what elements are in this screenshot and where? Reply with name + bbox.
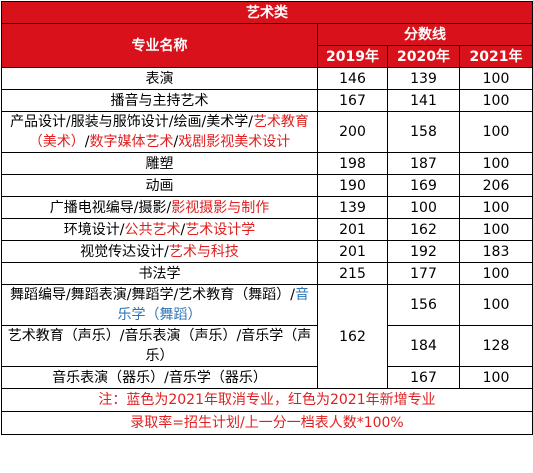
score: 100	[387, 196, 460, 219]
major-name: 广播电视编导/摄影/影视摄影与制作	[1, 196, 318, 219]
major-segment: /	[84, 134, 90, 150]
score: 100	[459, 218, 533, 241]
major-segment: 环境设计/	[63, 221, 125, 238]
score: 100	[459, 111, 533, 153]
major-segment: 艺术设计学	[185, 221, 256, 238]
row: 广播电视编导/摄影/影视摄影与制作 139 100 100	[1, 196, 533, 219]
major-name: 视觉传达设计/艺术与科技	[1, 240, 318, 263]
header-year: 2019年	[317, 45, 388, 68]
score: 158	[387, 111, 460, 153]
row: 环境设计/公共艺术/艺术设计学 201 162 100	[1, 218, 533, 241]
major-segment: 艺术教育（美术）	[28, 114, 309, 150]
major-segment: 戏剧影视美术设计	[178, 134, 291, 150]
row: 产品设计/服装与服饰设计/绘画/美术学/艺术教育（美术）/数字媒体艺术/戏剧影视…	[1, 111, 533, 153]
score-table: 艺术类 专业名称 分数线 2019年 2020年 2021年 表演 146 139 100…	[1, 1, 533, 435]
major-name: 环境设计/公共艺术/艺术设计学	[1, 218, 318, 241]
note: 录取率=招生计划/上一分一档表人数*100%	[1, 411, 533, 435]
major-name: 动画	[1, 174, 318, 197]
score: 215	[317, 262, 388, 285]
row: 表演 146 139 100	[1, 67, 533, 90]
score: 141	[387, 89, 460, 112]
score: 162	[317, 284, 388, 389]
row: 雕塑 198 187 100	[1, 152, 533, 175]
major-segment: 影视摄影与制作	[171, 199, 270, 216]
major-name: 舞蹈编导/舞蹈表演/舞蹈学/艺术教育（舞蹈）/音乐学（舞蹈）	[1, 284, 318, 326]
score: 167	[387, 366, 460, 389]
row: 视觉传达设计/艺术与科技 201 192 183	[1, 240, 533, 263]
score: 190	[317, 174, 388, 197]
score: 187	[387, 152, 460, 175]
score: 162	[387, 218, 460, 241]
score: 192	[387, 240, 460, 263]
score: 201	[317, 218, 388, 241]
note-row: 注：蓝色为2021年取消专业，红色为2021年新增专业	[1, 388, 533, 412]
score: 198	[317, 152, 388, 175]
score: 177	[387, 262, 460, 285]
score: 206	[459, 174, 533, 197]
major-segment: 动画	[145, 177, 174, 194]
major-segment: 舞蹈编导/舞蹈表演/舞蹈学/艺术教育（舞蹈）/	[10, 287, 295, 303]
major-segment: 雕塑	[145, 155, 174, 172]
major-name: 雕塑	[1, 152, 318, 175]
score: 100	[459, 67, 533, 90]
row: 音乐表演（器乐）/音乐学（器乐） 167 100	[1, 366, 533, 389]
score: 100	[459, 284, 533, 326]
note: 注：蓝色为2021年取消专业，红色为2021年新增专业	[1, 388, 533, 412]
score: 139	[317, 196, 388, 219]
score: 100	[459, 196, 533, 219]
score: 139	[387, 67, 460, 90]
score: 201	[317, 240, 388, 263]
major-segment: 广播电视编导/摄影/	[49, 199, 172, 216]
row: 书法学 215 177 100	[1, 262, 533, 285]
header-year: 2020年	[387, 45, 460, 68]
major-name: 产品设计/服装与服饰设计/绘画/美术学/艺术教育（美术）/数字媒体艺术/戏剧影视…	[1, 111, 318, 153]
header-score: 分数线	[317, 23, 533, 46]
score: 100	[459, 262, 533, 285]
note-row: 录取率=招生计划/上一分一档表人数*100%	[1, 411, 533, 435]
score: 167	[317, 89, 388, 112]
major-segment: 音乐学（舞蹈）	[117, 287, 309, 323]
score: 146	[317, 67, 388, 90]
header-name: 专业名称	[1, 23, 318, 68]
score: 184	[387, 325, 460, 367]
score: 100	[459, 89, 533, 112]
row: 动画 190 169 206	[1, 174, 533, 197]
major-segment: 播音与主持艺术	[110, 92, 209, 109]
major-name: 表演	[1, 67, 318, 90]
score: 100	[459, 366, 533, 389]
major-segment: 艺术教育（声乐）/音乐表演（声乐）/音乐学（声乐）	[7, 328, 312, 364]
major-segment: 视觉传达设计/	[80, 243, 169, 260]
score: 169	[387, 174, 460, 197]
major-segment: /	[173, 134, 179, 150]
row: 播音与主持艺术 167 141 100	[1, 89, 533, 112]
row: 舞蹈编导/舞蹈表演/舞蹈学/艺术教育（舞蹈）/音乐学（舞蹈） 162 156 100	[1, 284, 533, 389]
major-segment: /	[180, 221, 186, 238]
table-title: 艺术类	[1, 1, 533, 24]
score: 100	[459, 152, 533, 175]
major-segment: 书法学	[138, 265, 181, 282]
major-name: 书法学	[1, 262, 318, 285]
major-name: 艺术教育（声乐）/音乐表演（声乐）/音乐学（声乐）	[1, 325, 318, 367]
header-year: 2021年	[459, 45, 533, 68]
score: 128	[459, 325, 533, 367]
major-segment: 产品设计/服装与服饰设计/绘画/美术学/	[10, 114, 253, 130]
major-segment: 公共艺术	[124, 221, 181, 238]
major-segment: 艺术与科技	[168, 243, 239, 260]
row: 艺术教育（声乐）/音乐表演（声乐）/音乐学（声乐） 184 128	[1, 325, 533, 367]
score: 200	[317, 111, 388, 153]
major-segment: 表演	[145, 70, 174, 87]
major-segment: 音乐表演（器乐）/音乐学（器乐）	[52, 369, 267, 386]
score: 156	[387, 284, 460, 326]
major-name: 音乐表演（器乐）/音乐学（器乐）	[1, 366, 318, 389]
major-segment: 数字媒体艺术	[89, 134, 174, 150]
major-name: 播音与主持艺术	[1, 89, 318, 112]
score: 183	[459, 240, 533, 263]
